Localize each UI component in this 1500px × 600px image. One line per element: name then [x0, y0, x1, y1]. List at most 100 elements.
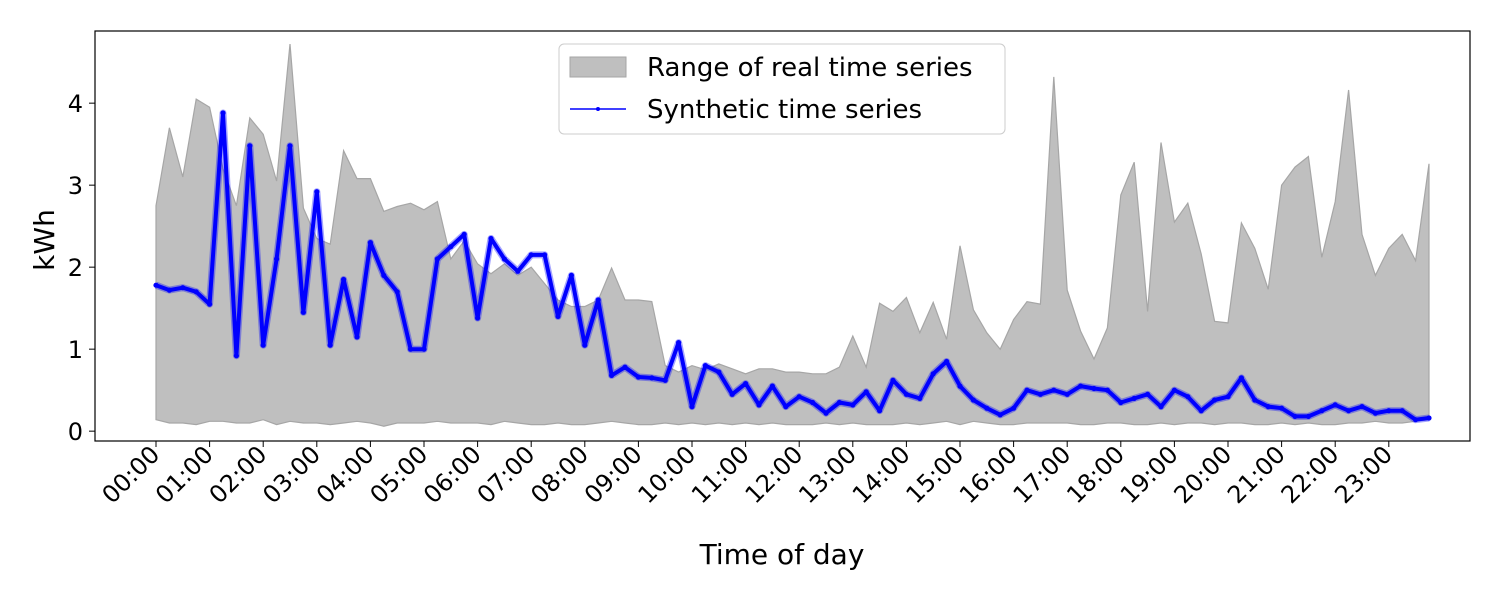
synthetic-point: [515, 268, 521, 274]
synthetic-point: [1131, 395, 1137, 401]
synthetic-point: [850, 402, 856, 408]
synthetic-point: [300, 309, 306, 315]
synthetic-point: [769, 383, 776, 389]
synthetic-point: [1024, 387, 1030, 393]
synthetic-point: [582, 342, 588, 348]
x-tick-label: 12:00: [740, 440, 809, 509]
x-axis: 00:0001:0002:0003:0004:0005:0006:0007:00…: [97, 440, 1399, 509]
x-tick-label: 05:00: [365, 440, 434, 509]
synthetic-point: [247, 143, 253, 149]
synthetic-point: [823, 410, 829, 416]
synthetic-point: [917, 395, 923, 401]
legend-swatch-synthetic-marker: [596, 107, 600, 111]
x-tick-label: 23:00: [1329, 440, 1398, 509]
synthetic-point: [488, 235, 494, 242]
synthetic-point: [274, 256, 280, 262]
synthetic-point: [341, 276, 347, 283]
x-tick-label: 16:00: [954, 440, 1023, 509]
synthetic-point: [1238, 375, 1244, 381]
y-tick-label: 2: [68, 254, 83, 282]
synthetic-point: [434, 256, 440, 262]
y-axis-label: kWh: [28, 209, 61, 271]
synthetic-point: [930, 371, 936, 377]
synthetic-point: [394, 289, 400, 295]
x-tick-label: 00:00: [97, 440, 166, 509]
synthetic-point: [555, 313, 561, 319]
legend: Range of real time series Synthetic time…: [558, 43, 1006, 135]
synthetic-point: [1399, 408, 1405, 414]
synthetic-point: [354, 334, 360, 340]
synthetic-point: [233, 353, 239, 359]
synthetic-point: [622, 364, 628, 370]
synthetic-point: [676, 340, 682, 346]
synthetic-point: [207, 301, 213, 307]
x-axis-label: Time of day: [699, 538, 865, 571]
x-tick-label: 14:00: [847, 440, 916, 509]
x-tick-label: 09:00: [579, 440, 648, 509]
x-tick-label: 17:00: [1008, 440, 1077, 509]
synthetic-point: [1426, 415, 1432, 421]
synthetic-point: [1091, 385, 1097, 392]
x-tick-label: 08:00: [525, 440, 594, 509]
synthetic-point: [568, 272, 575, 278]
synthetic-point: [314, 189, 320, 195]
synthetic-point: [743, 381, 749, 387]
synthetic-point: [662, 377, 668, 383]
synthetic-point: [1346, 408, 1352, 414]
x-tick-label: 20:00: [1169, 440, 1238, 509]
synthetic-point: [1413, 417, 1419, 423]
x-tick-label: 03:00: [257, 440, 326, 509]
x-tick-label: 07:00: [472, 440, 541, 509]
synthetic-point: [1118, 399, 1124, 406]
x-tick-label: 15:00: [901, 440, 970, 509]
synthetic-point: [193, 289, 199, 295]
synthetic-point: [1292, 413, 1298, 419]
synthetic-point: [1332, 402, 1338, 408]
x-tick-label: 06:00: [418, 440, 487, 509]
x-tick-label: 11:00: [686, 440, 755, 509]
synthetic-point: [1185, 394, 1191, 400]
synthetic-point: [796, 394, 802, 400]
x-tick-label: 01:00: [150, 440, 219, 509]
y-tick-label: 0: [68, 418, 83, 446]
synthetic-point: [1078, 383, 1084, 389]
synthetic-point: [381, 272, 387, 278]
synthetic-point: [180, 285, 186, 291]
synthetic-point: [997, 412, 1003, 418]
x-tick-label: 02:00: [204, 440, 273, 509]
synthetic-point: [689, 404, 695, 410]
x-tick-label: 19:00: [1115, 440, 1184, 509]
synthetic-point: [1359, 404, 1365, 410]
synthetic-point: [1212, 397, 1218, 403]
synthetic-point: [1051, 387, 1057, 393]
synthetic-point: [501, 256, 507, 262]
x-tick-label: 10:00: [633, 440, 702, 509]
synthetic-point: [1037, 391, 1043, 397]
synthetic-line-layer: [153, 109, 1432, 424]
synthetic-point: [1104, 387, 1110, 393]
synthetic-point: [702, 363, 709, 369]
synthetic-point: [649, 375, 655, 381]
synthetic-point: [1158, 404, 1164, 410]
synthetic-point: [166, 287, 172, 293]
synthetic-point: [260, 342, 266, 348]
synthetic-point: [1064, 391, 1070, 397]
legend-swatch-range: [569, 56, 627, 78]
synthetic-point: [287, 143, 293, 149]
synthetic-point: [528, 252, 534, 258]
x-tick-label: 13:00: [793, 440, 862, 509]
y-axis: 0 1 2 3 4: [68, 90, 95, 446]
synthetic-point: [327, 342, 333, 348]
y-tick-label: 3: [68, 172, 83, 200]
legend-box: [558, 43, 1006, 135]
synthetic-point: [756, 402, 762, 408]
synthetic-point: [810, 399, 816, 406]
synthetic-point: [1198, 408, 1204, 414]
synthetic-point: [836, 399, 843, 406]
synthetic-point: [1372, 410, 1378, 416]
synthetic-point: [635, 374, 642, 380]
synthetic-point: [408, 346, 414, 352]
synthetic-point: [595, 297, 601, 303]
legend-label-synthetic: Synthetic time series: [647, 95, 922, 125]
synthetic-point: [970, 397, 977, 403]
